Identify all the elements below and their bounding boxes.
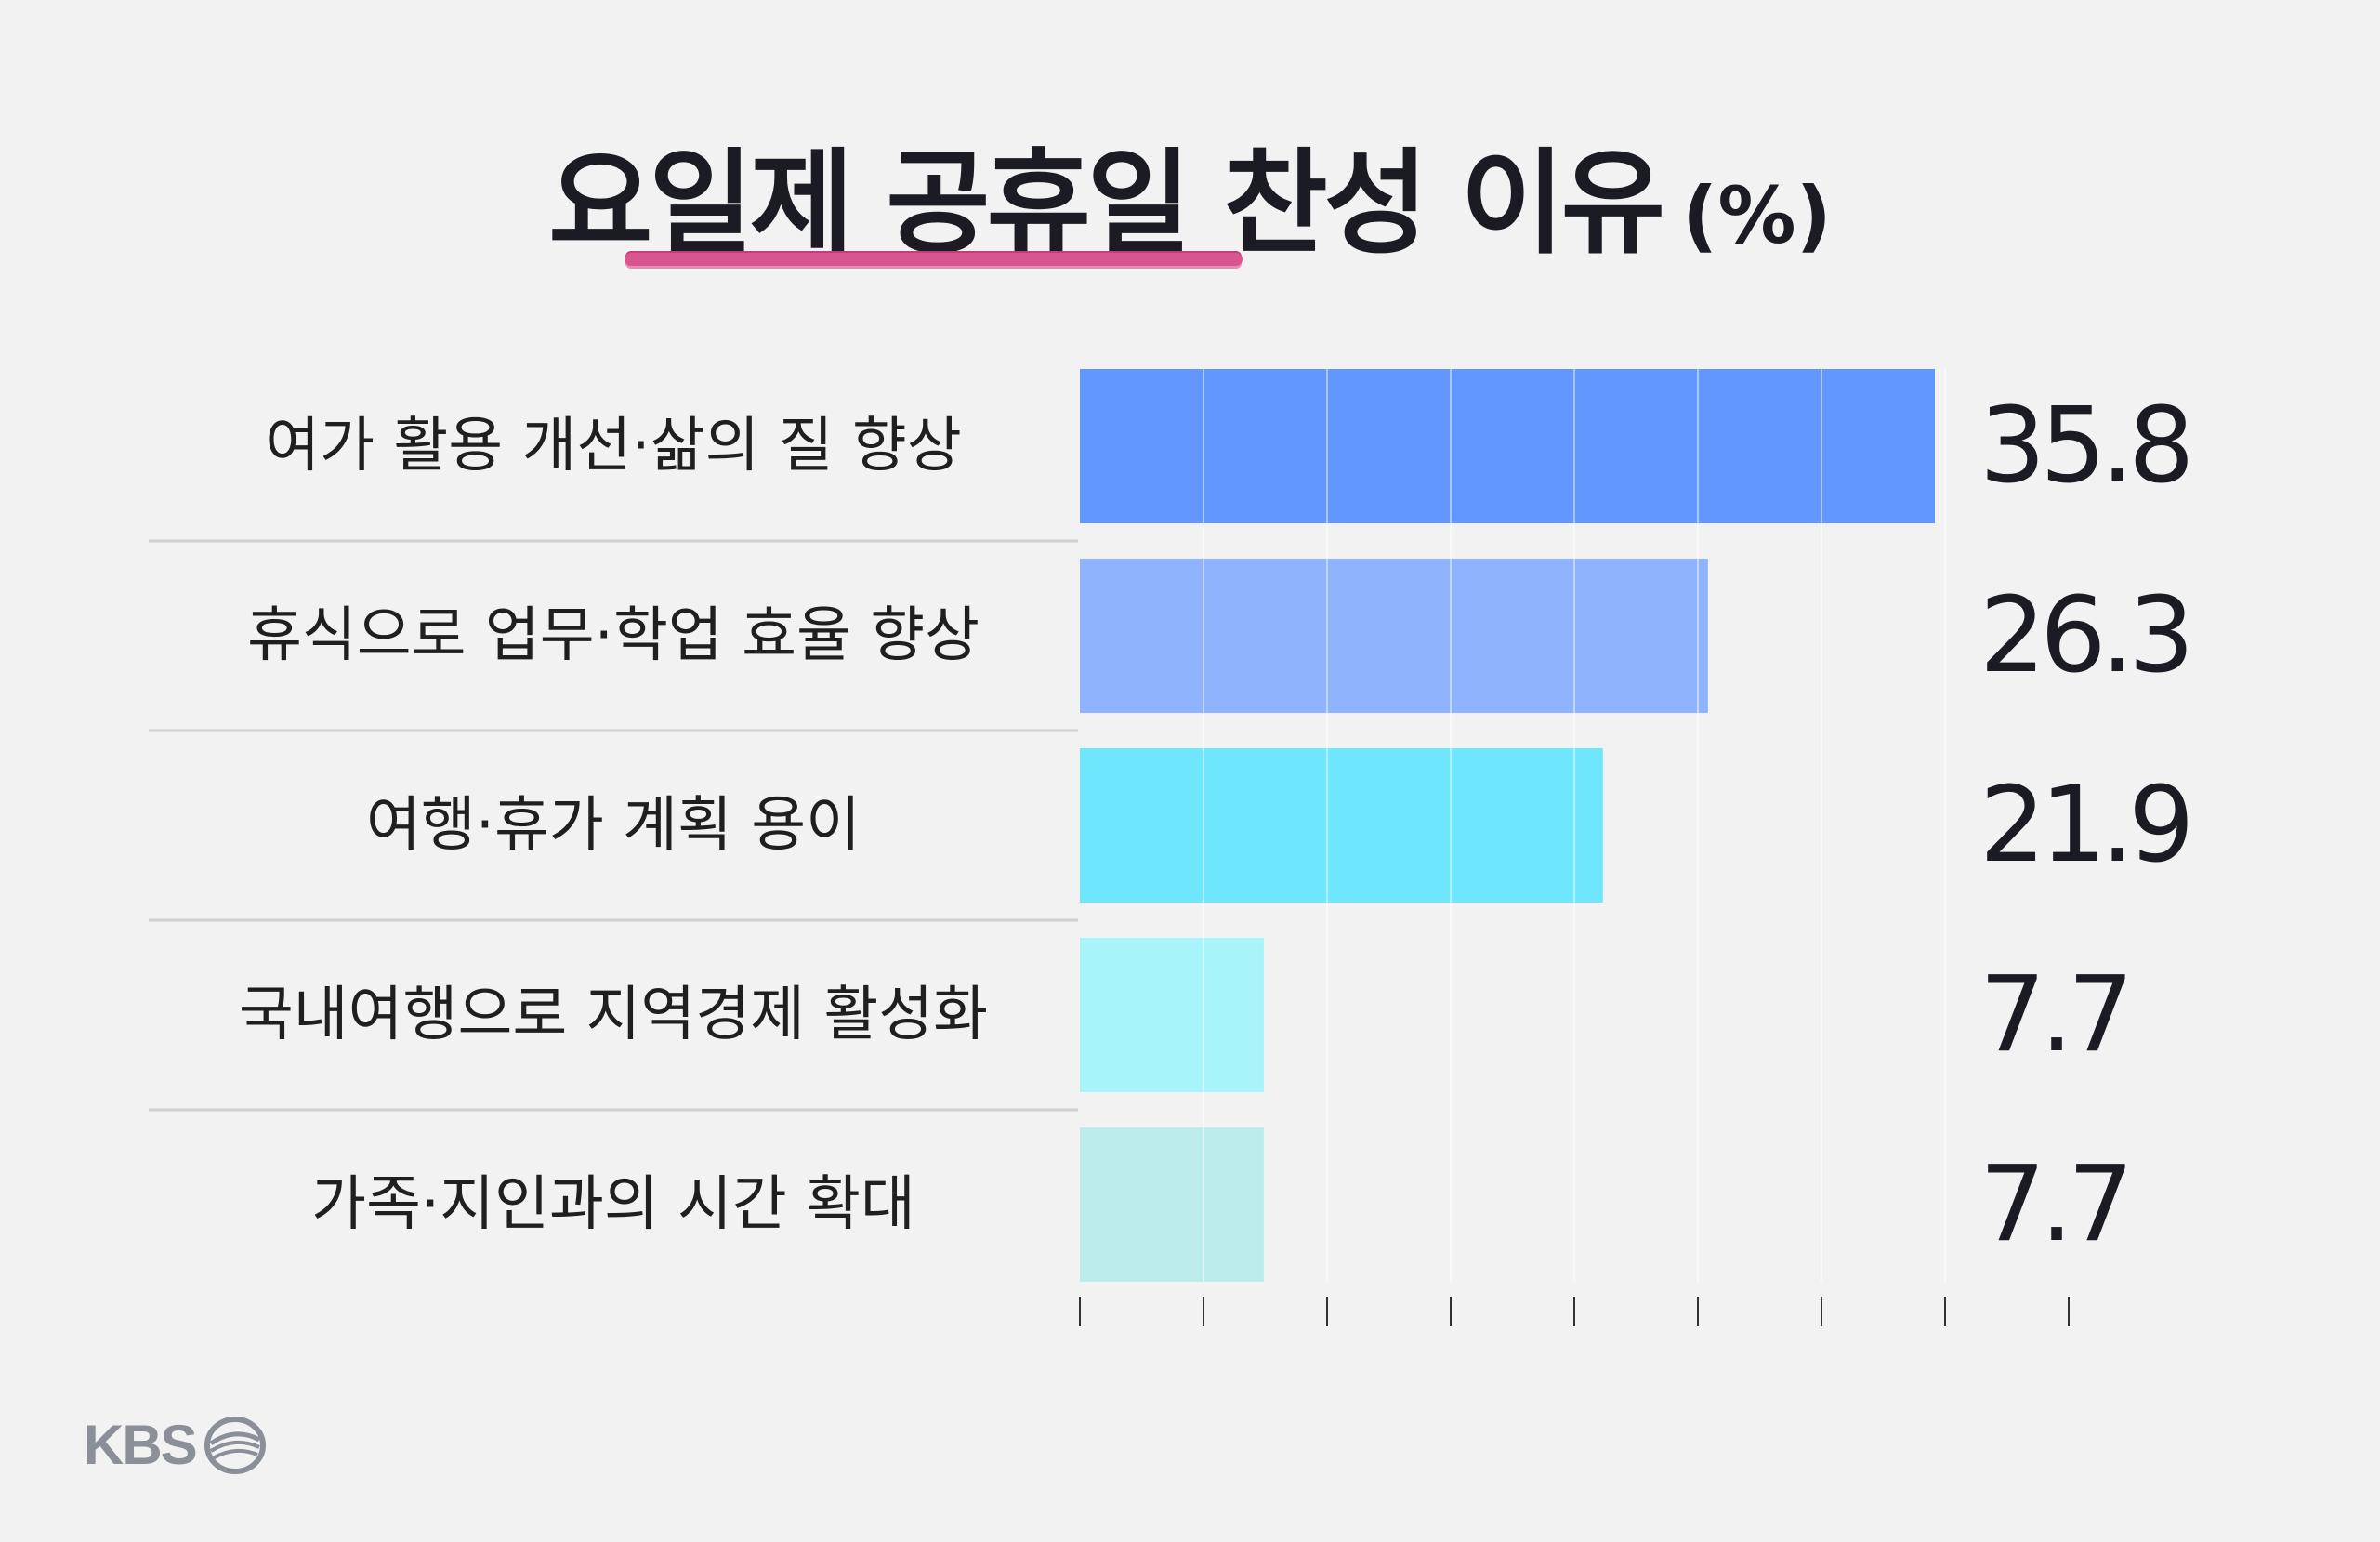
chart-unit: (%)	[1681, 170, 1832, 261]
chart-title: 요일제 공휴일 찬성 이유	[548, 138, 1665, 270]
kbs-logo: KBS	[84, 1413, 267, 1477]
kbs-emblem-icon	[204, 1416, 266, 1474]
value-label-5: 7.7	[1979, 1144, 2128, 1265]
bar-3	[1080, 748, 1603, 903]
value-label-2: 26.3	[1979, 575, 2189, 696]
category-label-1: 여가 활용 개선·삶의 질 향상	[265, 412, 961, 481]
category-label-3: 여행·휴가 계획 용이	[366, 791, 861, 860]
category-label-5: 가족·지인과의 시간 확대	[311, 1170, 915, 1239]
bar-4	[1080, 938, 1264, 1092]
value-label-4: 7.7	[1979, 955, 2128, 1075]
chart-title-block: 요일제 공휴일 찬성 이유 (%)	[0, 112, 2380, 276]
bar-1	[1080, 369, 1935, 523]
category-label-2: 휴식으로 업무·학업 효율 향상	[247, 601, 980, 670]
bar-2	[1080, 559, 1708, 713]
category-label-4: 국내여행으로 지역경제 활성화	[239, 981, 988, 1049]
bar-5	[1080, 1127, 1264, 1282]
title-underline	[625, 253, 1243, 266]
value-label-1: 35.8	[1979, 386, 2189, 507]
value-label-3: 21.9	[1979, 765, 2189, 886]
brand-text: KBS	[84, 1414, 198, 1476]
